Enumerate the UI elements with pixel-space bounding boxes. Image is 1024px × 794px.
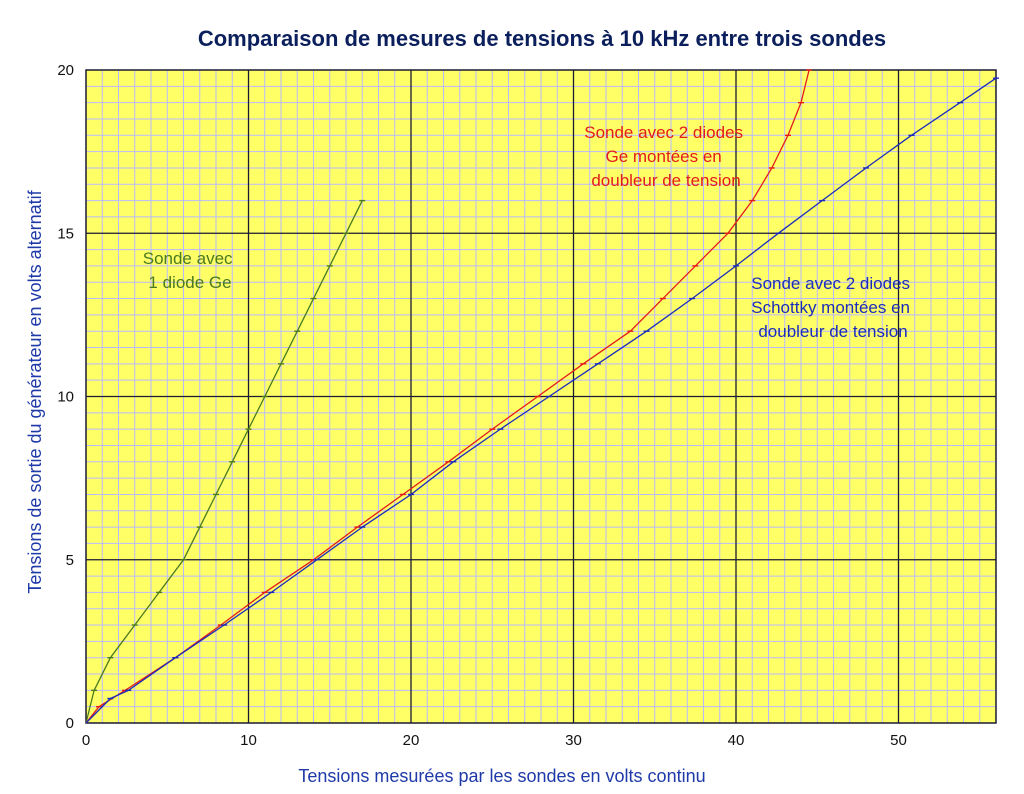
series-1 [85, 199, 366, 724]
series-3 [85, 77, 999, 724]
x-tick-label: 20 [403, 732, 420, 749]
x-axis-label: Tensions mesurées par les sondes en volt… [298, 766, 705, 786]
chart-title: Comparaison de mesures de tensions à 10 … [198, 26, 886, 51]
y-axis-label: Tensions de sortie du générateur en volt… [25, 189, 45, 593]
y-tick-label: 20 [57, 62, 74, 79]
x-tick-label: 50 [890, 732, 907, 749]
y-tick-label: 15 [57, 225, 74, 242]
major-grid [86, 70, 996, 723]
plot-frame [85, 69, 997, 724]
x-tick-label: 10 [240, 732, 257, 749]
x-tick-label: 40 [728, 732, 745, 749]
series-layer [85, 69, 999, 724]
annotation-schottky: Sonde avec 2 diodes Schottky montées en … [751, 274, 915, 341]
x-tick-label: 30 [565, 732, 582, 749]
series-line [85, 69, 810, 724]
y-tick-label: 0 [66, 715, 74, 732]
annotation-ge1: Sonde avec 1 diode Ge [143, 249, 238, 292]
y-tick-label: 5 [66, 552, 74, 569]
y-tick-label: 10 [57, 389, 74, 406]
y-tick-labels: 0 5 10 15 20 [57, 62, 74, 732]
series-line [85, 77, 997, 724]
annotation-ge2: Sonde avec 2 diodes Ge montées en double… [584, 123, 748, 190]
x-tick-labels: 0 10 20 30 40 50 [82, 732, 907, 749]
x-tick-label: 0 [82, 732, 90, 749]
